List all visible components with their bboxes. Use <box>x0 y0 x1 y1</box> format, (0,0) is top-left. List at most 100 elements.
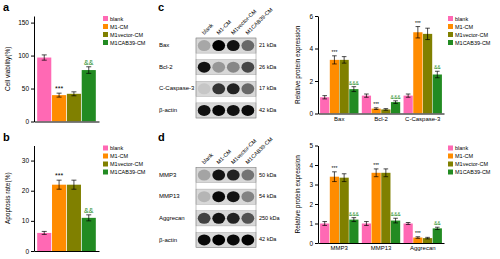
lane-background <box>196 189 256 204</box>
lane-background <box>196 168 256 183</box>
error-bar <box>322 222 327 226</box>
y-axis: 0246 <box>309 13 318 118</box>
legend-swatch <box>448 154 453 159</box>
tick-mark <box>315 165 318 166</box>
bar <box>67 94 81 122</box>
bar <box>381 109 390 113</box>
y-axis: 012345 <box>309 142 318 247</box>
tick-mark <box>31 161 34 162</box>
legend: blankM1-CMM1vector-CMM1CAB39-CM <box>448 145 491 175</box>
band <box>198 40 211 51</box>
tick: Aggrecan <box>410 245 436 251</box>
error-bar <box>406 94 411 97</box>
band <box>212 170 225 181</box>
tick-label: 0 <box>25 248 29 255</box>
legend-label: blank <box>455 145 468 151</box>
row-label: β-actin <box>159 107 177 113</box>
annotation: && <box>434 220 441 226</box>
bar <box>413 32 422 113</box>
band <box>198 105 211 116</box>
tick-label: 1 <box>309 220 313 227</box>
bar <box>52 95 66 121</box>
panel: 012345MMP3MMP13AggrecanRelative protein … <box>294 142 491 251</box>
panel-title: d <box>158 131 165 143</box>
band <box>198 213 211 224</box>
panel: dblankM1-CMM1vector-CMM1CAB39-CMMMP350 k… <box>158 131 280 248</box>
legend-swatch <box>103 170 108 175</box>
band <box>241 62 254 73</box>
legend: blankM1-CMM1vector-CMM1CAB39-CM <box>103 16 146 46</box>
tick-mark <box>315 146 318 147</box>
tick-mark <box>31 251 34 252</box>
legend-item: M1-CM <box>448 24 473 30</box>
tick-label: 4 <box>309 162 313 169</box>
tick: MMP3 <box>331 245 349 251</box>
tick-label: 10 <box>22 217 30 224</box>
tick-label: C-Caspase-3 <box>405 116 441 122</box>
error-bar <box>322 96 327 99</box>
row-label-right: 42 kDa <box>259 236 277 242</box>
y-axis: 0102030 <box>22 146 35 255</box>
band <box>212 83 225 94</box>
error-bar <box>42 55 47 60</box>
tick: 0 <box>25 248 34 255</box>
tick-label: 2 <box>309 78 313 85</box>
row-label-right: 50 kDa <box>259 172 277 178</box>
error-bar <box>342 57 347 64</box>
row-label-right: 42 kDa <box>259 107 277 113</box>
bar <box>82 70 96 121</box>
axis-line <box>318 17 319 115</box>
legend-label: M1vector-CM <box>110 32 143 38</box>
bar <box>37 58 51 122</box>
legend-item: blank <box>448 16 468 22</box>
band <box>212 105 225 116</box>
error-bar <box>374 169 379 177</box>
tick-label: 30 <box>22 157 30 164</box>
band <box>198 191 211 202</box>
bar <box>52 185 66 251</box>
x-axis <box>35 251 100 252</box>
blot-frame <box>196 168 256 248</box>
legend-label: M1-CM <box>110 24 128 30</box>
legend-label: M1vector-CM <box>455 32 488 38</box>
tick-mark <box>315 243 318 244</box>
axis-line <box>34 146 35 252</box>
y-axis-title: Cell viability(%) <box>4 47 12 91</box>
annotation: *** <box>373 162 379 168</box>
legend-swatch <box>448 16 453 21</box>
axis-line <box>35 122 100 123</box>
legend-label: M1CAB39-CM <box>455 40 491 46</box>
error-bar <box>71 92 76 96</box>
legend-swatch <box>103 24 108 29</box>
lane-background <box>196 232 256 247</box>
band <box>198 62 211 73</box>
band <box>227 191 240 202</box>
tick: 10 <box>22 217 34 224</box>
legend-swatch <box>103 16 108 21</box>
lane-background <box>196 81 256 96</box>
band <box>241 170 254 181</box>
annotation: *** <box>331 49 337 55</box>
bar <box>362 96 371 114</box>
annotation: *** <box>415 230 421 236</box>
annotation: *** <box>373 101 379 107</box>
annotation: &&& <box>349 211 360 217</box>
y-axis: 050100150 <box>18 17 34 126</box>
tick: 1 <box>309 220 318 227</box>
tick: 100 <box>18 52 34 59</box>
tick-mark <box>315 185 318 186</box>
legend-swatch <box>103 162 108 167</box>
legend-item: M1vector-CM <box>448 161 488 167</box>
tick-label: 0 <box>25 118 29 125</box>
bar <box>372 173 381 243</box>
tick-label: 2 <box>309 201 313 208</box>
annotation: &&& <box>391 211 402 217</box>
error-bar <box>57 93 62 97</box>
blot <box>196 38 256 118</box>
panel-title: a <box>3 1 10 13</box>
tick-label: Aggrecan <box>410 245 436 251</box>
band <box>227 213 240 224</box>
legend-swatch <box>103 32 108 37</box>
tick-mark <box>315 49 318 50</box>
panel: 0102030Apoptosis rate(%)b***&&blankM1-CM… <box>3 131 146 255</box>
